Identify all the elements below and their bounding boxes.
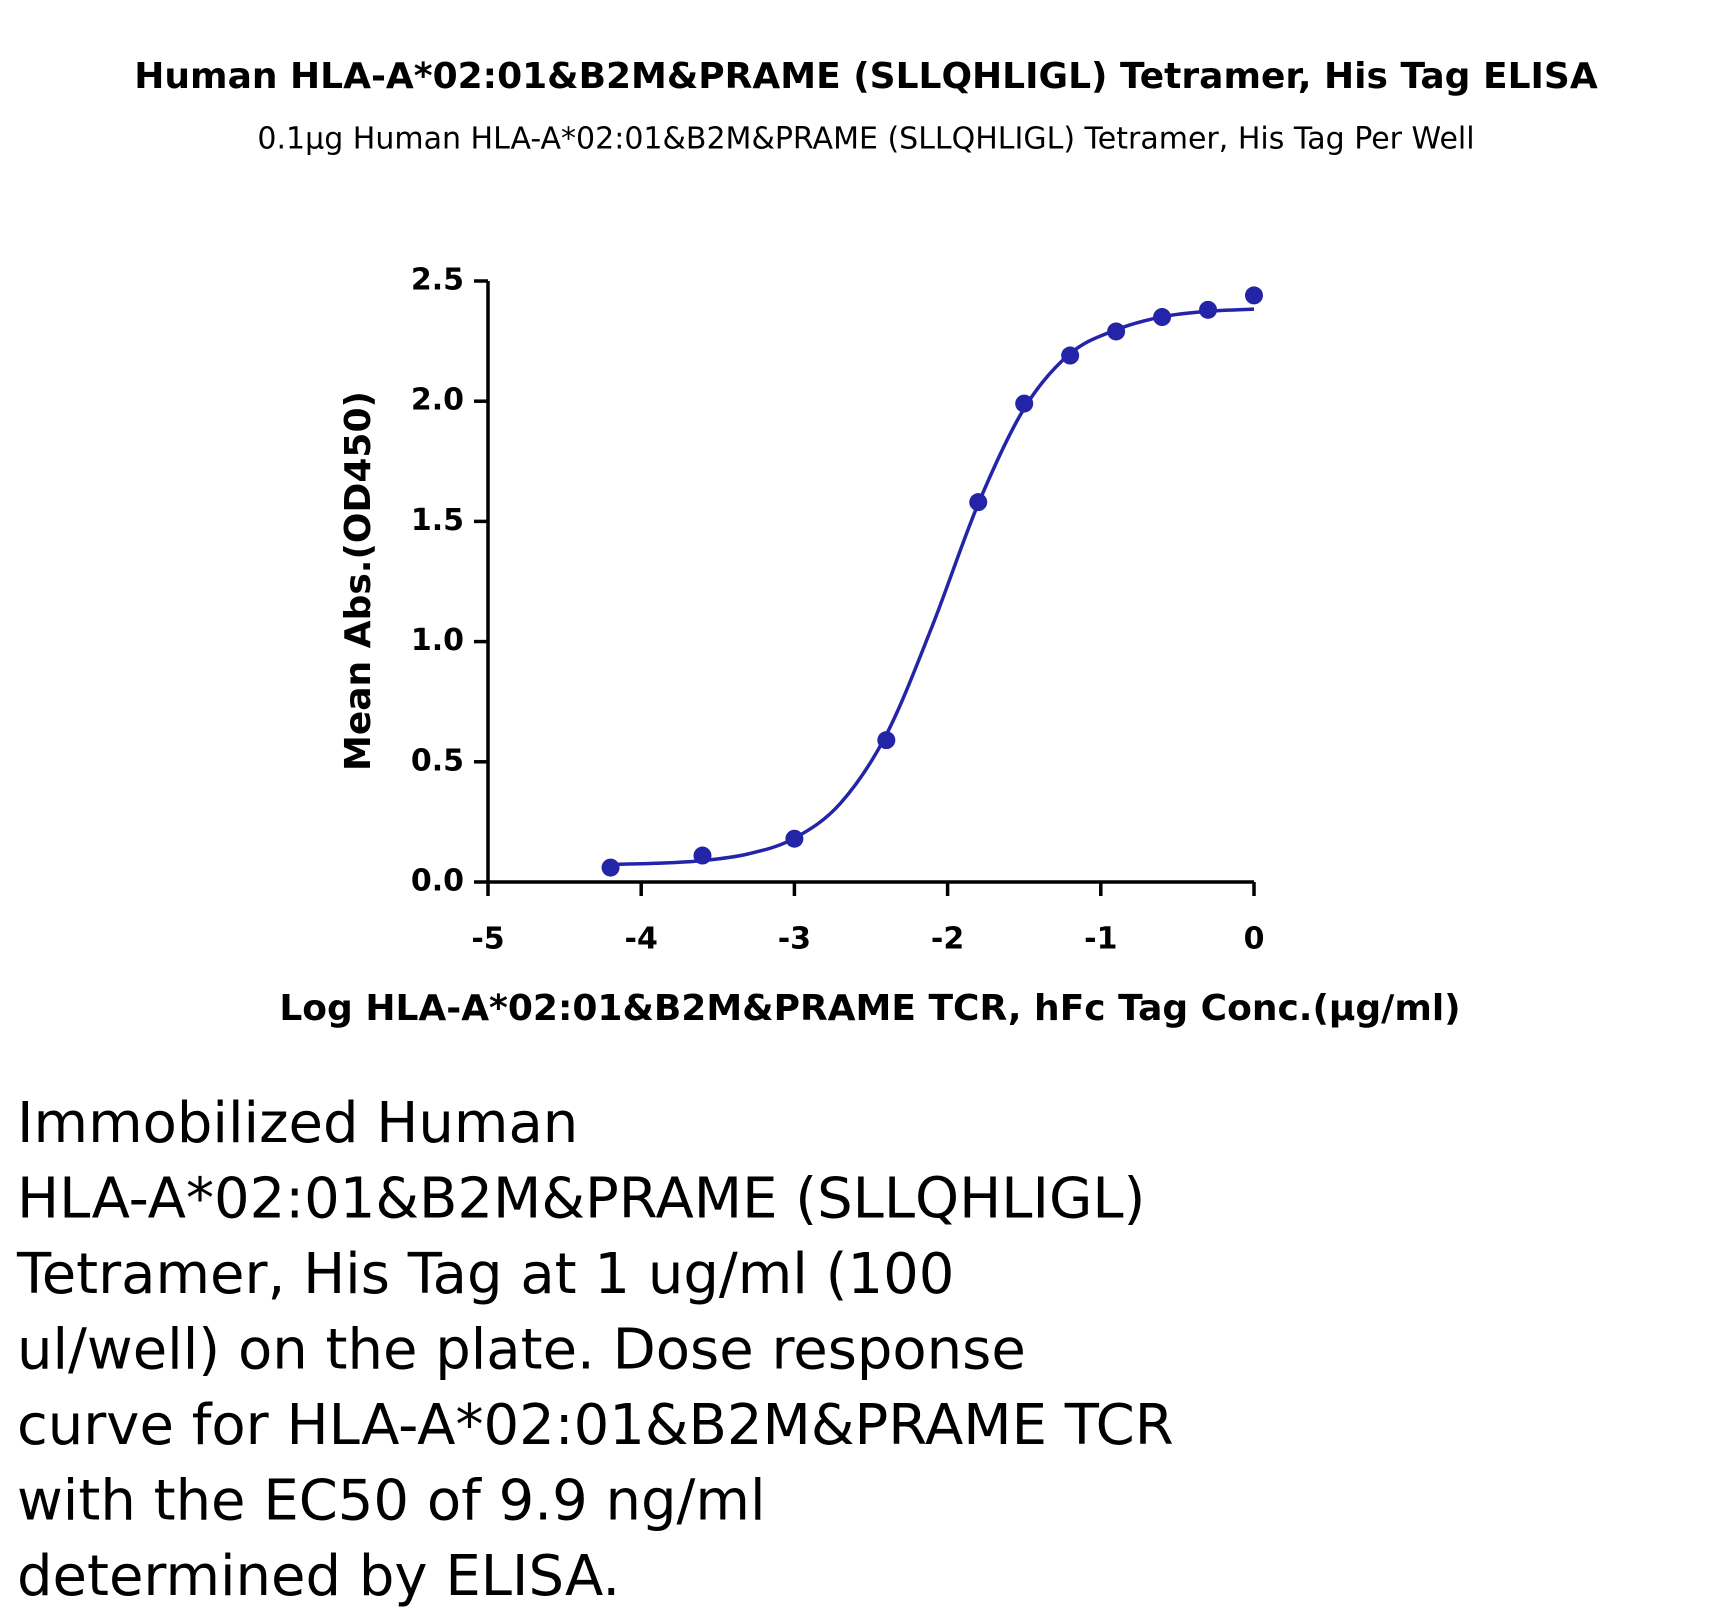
y-tick-label: 2.5 — [411, 263, 464, 298]
y-axis-label: Mean Abs.(OD450) — [338, 391, 379, 771]
chart-subtitle: 0.1µg Human HLA-A*02:01&B2M&PRAME (SLLQH… — [257, 122, 1474, 157]
data-point — [1015, 394, 1034, 413]
x-tick-label: 0 — [1244, 922, 1265, 957]
x-tick-label: -5 — [471, 922, 504, 957]
x-tick-label: -2 — [931, 922, 964, 957]
data-point — [1245, 286, 1263, 305]
description-line: with the EC50 of 9.9 ng/ml — [17, 1469, 766, 1534]
chart-title: Human HLA-A*02:01&B2M&PRAME (SLLQHLIGL) … — [134, 56, 1598, 97]
y-tick-label: 0.5 — [411, 743, 464, 778]
data-point — [1107, 322, 1126, 341]
data-point — [1061, 346, 1080, 365]
data-point — [693, 846, 712, 865]
data-point — [877, 731, 896, 750]
description-line: ul/well) on the plate. Dose response — [17, 1318, 1026, 1383]
description-line: HLA-A*02:01&B2M&PRAME (SLLQHLIGL) — [17, 1167, 1145, 1232]
x-tick-label: -3 — [778, 922, 811, 957]
data-point — [969, 493, 988, 512]
x-axis-label: Log HLA-A*02:01&B2M&PRAME TCR, hFc Tag C… — [279, 988, 1460, 1029]
data-point — [1153, 308, 1172, 327]
fit-curve — [610, 307, 1255, 867]
x-tick-label: -1 — [1084, 922, 1117, 957]
x-tick-label: -4 — [625, 922, 658, 957]
description-line: curve for HLA-A*02:01&B2M&PRAME TCR — [17, 1393, 1174, 1458]
data-point — [601, 858, 620, 877]
description-line: determined by ELISA. — [17, 1544, 620, 1609]
description-line: Tetramer, His Tag at 1 ug/ml (100 — [16, 1242, 954, 1307]
description-line: Immobilized Human — [17, 1091, 578, 1156]
y-tick-label: 2.0 — [411, 383, 464, 418]
y-tick-label: 1.0 — [411, 623, 464, 658]
y-tick-label: 0.0 — [411, 864, 464, 899]
data-point — [1199, 300, 1218, 319]
y-tick-label: 1.5 — [411, 503, 464, 538]
data-point — [785, 829, 804, 848]
